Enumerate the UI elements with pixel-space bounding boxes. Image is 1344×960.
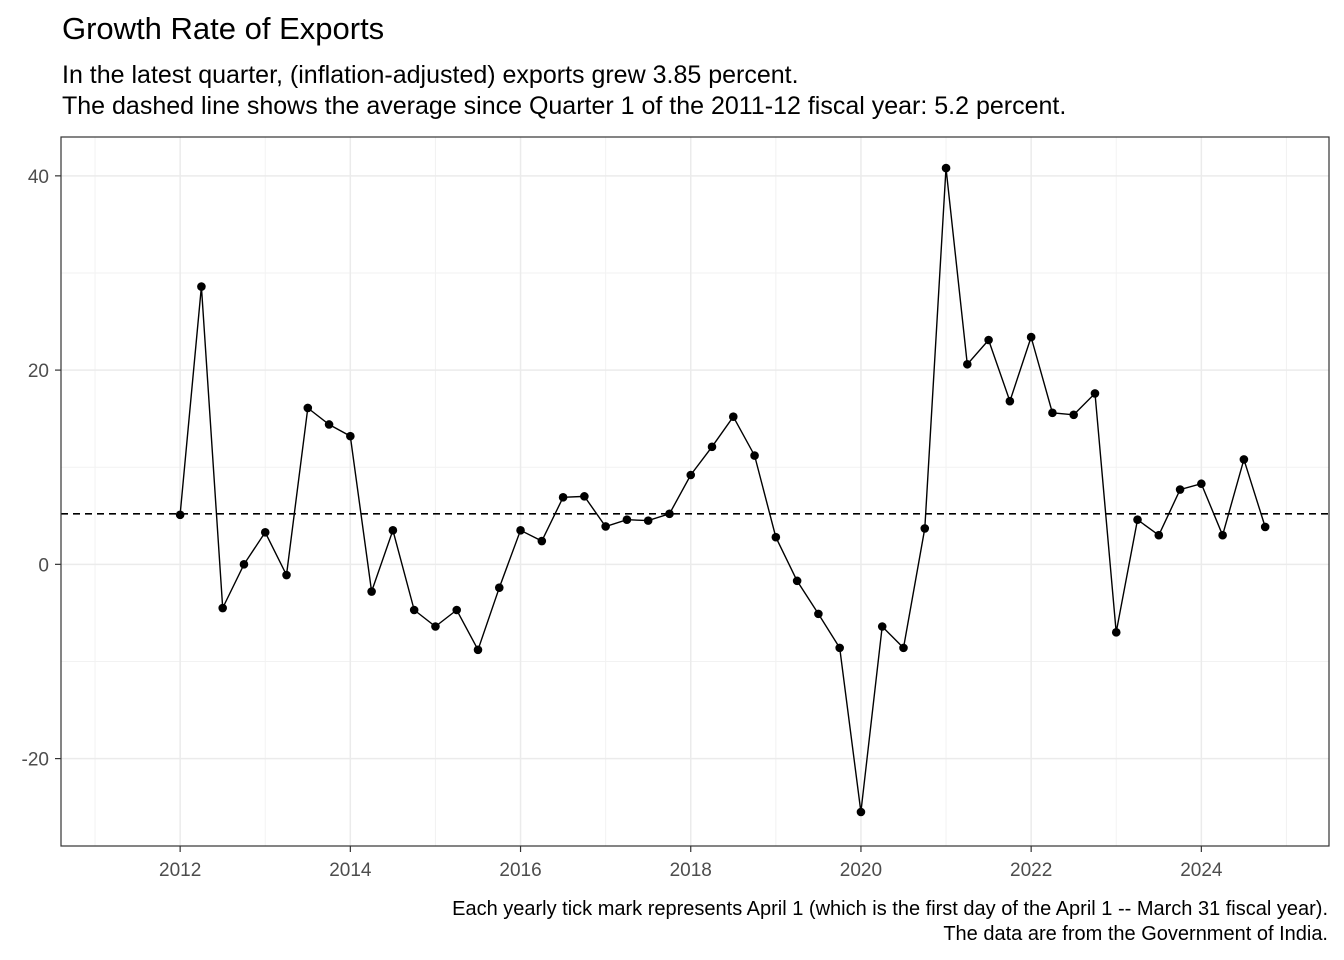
data-point: [1154, 530, 1164, 540]
export-growth-line: [179, 168, 1266, 813]
data-point: [260, 527, 270, 537]
x-tick-label: 2012: [159, 860, 201, 881]
y-tick-label: 40: [28, 167, 49, 188]
data-point: [1048, 408, 1057, 418]
x-tick-label: 2024: [1180, 860, 1223, 881]
data-point: [239, 560, 249, 569]
y-tick-label: 0: [38, 555, 49, 576]
x-tick-label: 2018: [670, 860, 712, 881]
data-point: [877, 622, 887, 631]
subtitle-line-1: In the latest quarter, (inflation-adjust…: [62, 61, 799, 89]
data-point: [324, 420, 334, 429]
data-point: [835, 643, 844, 653]
data-point: [899, 643, 908, 653]
data-point: [175, 510, 185, 520]
data-point: [1005, 396, 1015, 406]
data-point: [218, 603, 227, 613]
data-point: [197, 282, 206, 291]
chart-caption: Each yearly tick mark represents April 1…: [452, 897, 1328, 947]
minor-gridlines: [61, 137, 1329, 846]
caption-line-2: The data are from the Government of Indi…: [943, 923, 1328, 945]
data-point: [537, 536, 547, 546]
data-point: [1026, 332, 1036, 342]
data-point: [728, 412, 738, 422]
data-point: [1111, 628, 1121, 637]
x-tick-label: 2022: [1010, 860, 1052, 881]
data-point: [388, 526, 398, 535]
data-point: [1090, 389, 1100, 398]
data-point: [814, 609, 823, 619]
chart-subtitle: In the latest quarter, (inflation-adjust…: [62, 60, 1066, 122]
y-tick-label: -20: [22, 750, 49, 771]
caption-line-1: Each yearly tick mark represents April 1…: [452, 898, 1328, 920]
data-point: [346, 431, 355, 441]
data-point: [750, 451, 759, 460]
data-point: [707, 442, 717, 452]
data-point: [431, 622, 440, 631]
data-point: [601, 522, 610, 531]
data-point: [558, 493, 568, 502]
data-point: [941, 163, 951, 173]
data-point: [1197, 479, 1206, 489]
y-tick-label: 20: [28, 361, 49, 382]
data-point: [643, 516, 653, 525]
data-point: [516, 526, 525, 535]
data-point: [580, 492, 589, 501]
data-point: [452, 605, 462, 615]
chart-title: Growth Rate of Exports: [62, 11, 385, 46]
subtitle-line-2: The dashed line shows the average since …: [62, 92, 1067, 120]
data-point: [984, 335, 993, 345]
data-point: [1175, 485, 1185, 494]
major-gridlines: [61, 137, 1329, 846]
data-point: [1260, 522, 1270, 532]
data-point: [303, 403, 313, 413]
data-point: [1239, 455, 1249, 464]
data-point: [282, 570, 291, 580]
data-point: [963, 359, 972, 369]
data-point: [665, 509, 674, 519]
data-point: [856, 807, 866, 817]
data-point: [920, 524, 930, 533]
data-point: [686, 470, 696, 480]
data-point: [771, 532, 781, 542]
data-point: [494, 583, 504, 592]
data-point: [622, 515, 632, 524]
axis-ticks: [55, 175, 1202, 852]
data-point: [1218, 530, 1227, 540]
x-tick-label: 2016: [499, 860, 541, 881]
data-point: [792, 576, 802, 586]
data-point: [367, 587, 376, 596]
axis-tick-labels: 2012 2014 2016 2018 2020 2022 2024 -20 0 20 40: [22, 167, 1223, 881]
points-layer: [175, 163, 1270, 817]
data-point: [473, 645, 483, 655]
series-layer: [179, 168, 1266, 813]
data-point: [409, 605, 419, 615]
x-tick-label: 2014: [329, 860, 372, 881]
panel-border: [60, 136, 1330, 847]
data-point: [1133, 515, 1142, 524]
data-point: [1069, 410, 1078, 420]
x-tick-label: 2020: [840, 860, 882, 881]
